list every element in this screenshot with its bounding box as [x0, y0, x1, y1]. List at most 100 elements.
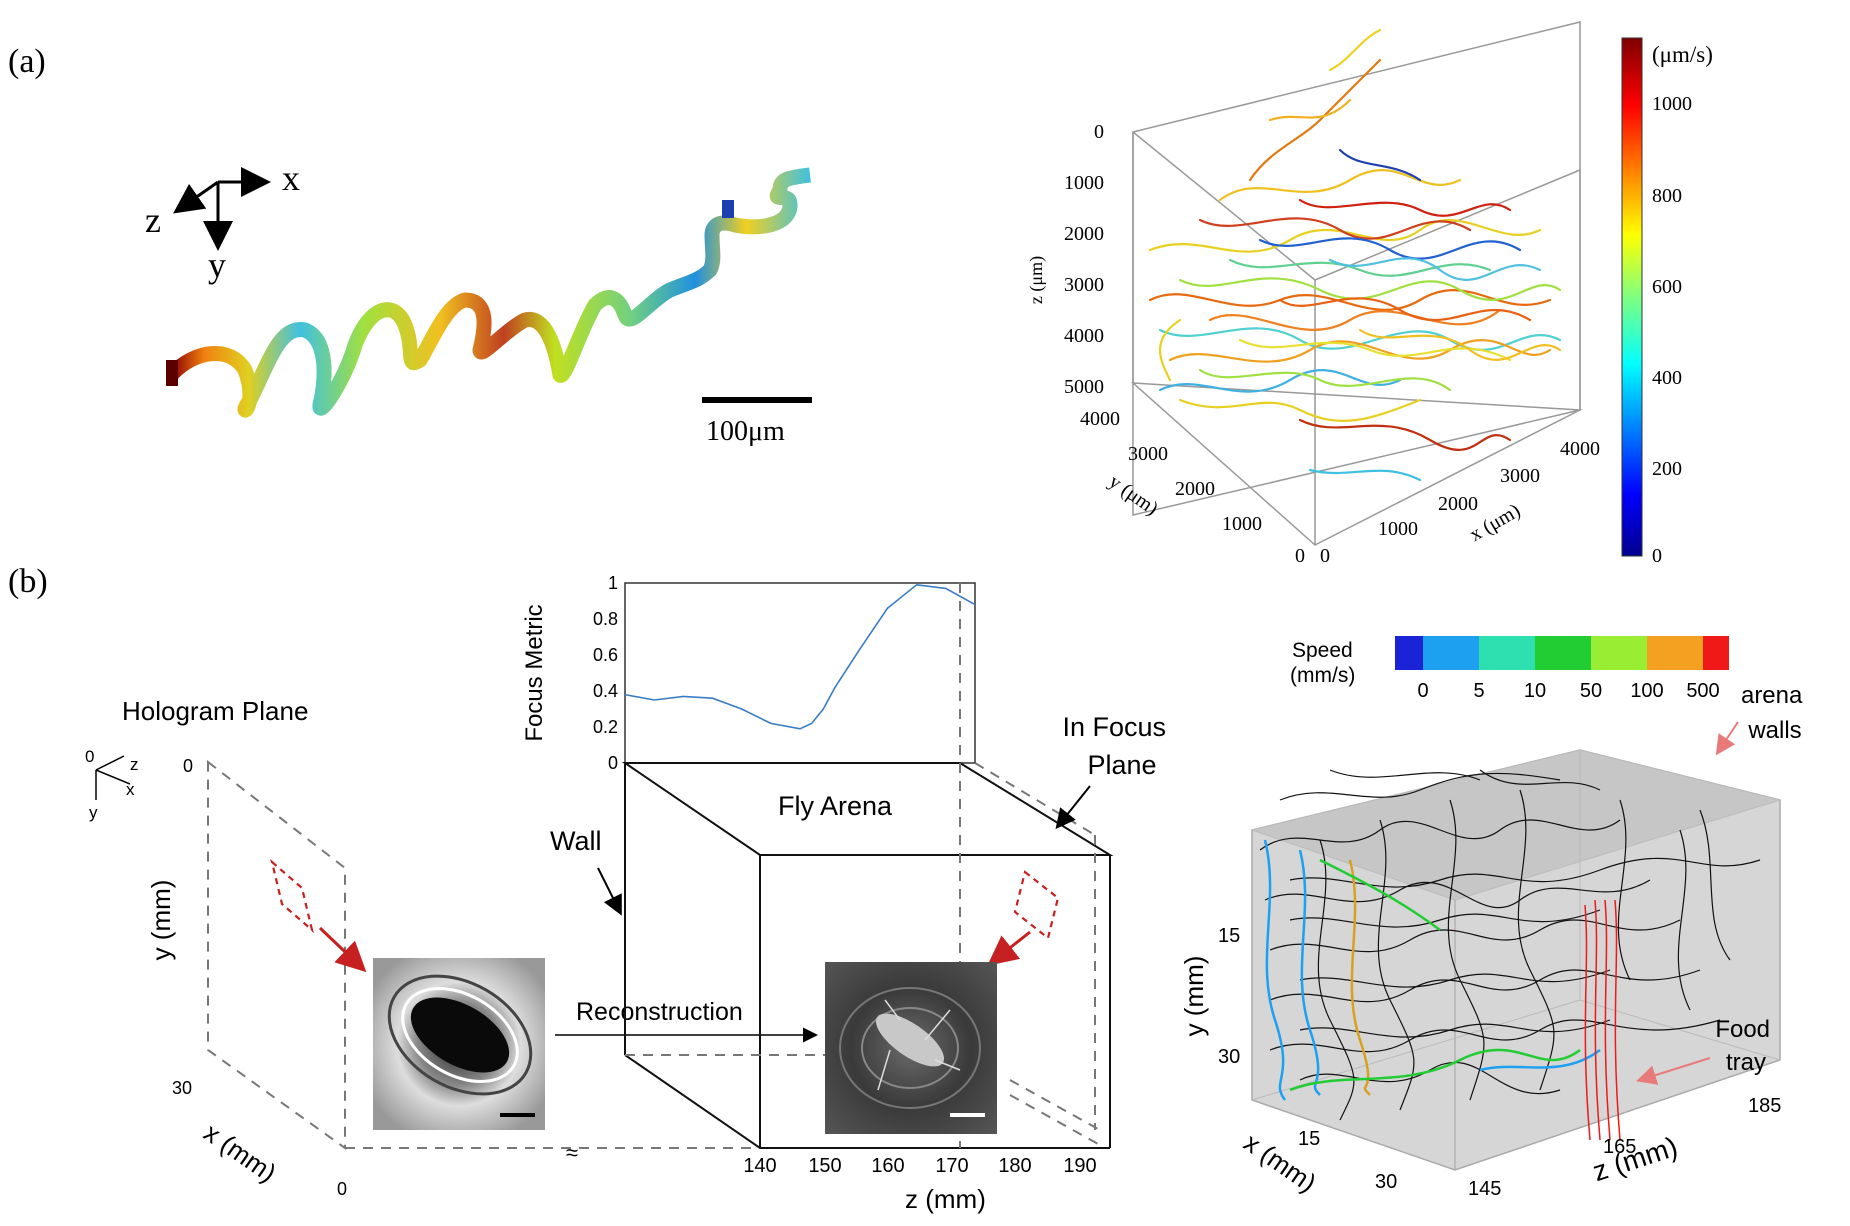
colorbar-tick: 400	[1652, 367, 1682, 389]
reconstruction-label: Reconstruction	[576, 998, 743, 1026]
food-tray-line1: Food	[1715, 1016, 1770, 1043]
hologram-y-tick-0: 0	[183, 756, 193, 776]
hologram-image	[368, 952, 552, 1130]
colorbar-tick: 200	[1652, 458, 1682, 480]
speed-swatch	[1703, 636, 1729, 670]
arena-z-axis-label: z (mm)	[905, 1184, 986, 1214]
axis-z-label: z	[145, 200, 161, 240]
in-focus-plane-label: In Focus Plane	[1062, 712, 1173, 780]
z-tick: 3000	[1064, 274, 1104, 296]
axis-break-symbol: ≈	[566, 1140, 578, 1165]
in-focus-plane-arrow	[1058, 786, 1090, 826]
speed-tick: 10	[1524, 680, 1546, 702]
mini-axes-y: y	[89, 803, 98, 822]
x-tick: 3000	[1500, 465, 1540, 487]
z-tick: 180	[998, 1155, 1031, 1177]
arena-walls-label: arena walls	[1741, 682, 1809, 744]
z-tick: 150	[808, 1155, 841, 1177]
panel-b-label: (b)	[8, 563, 48, 600]
y-tick: 0	[1295, 545, 1305, 567]
axis-y-label: y	[208, 245, 226, 285]
speed-swatch	[1591, 636, 1647, 670]
arena-z-ticks: 140 150 160 170 180 190	[743, 1155, 1096, 1177]
plot3d-a-z-label: z (μm)	[1026, 256, 1047, 304]
x-tick: 2000	[1438, 493, 1478, 515]
focus-y-tick: 0.2	[593, 717, 618, 737]
speed-swatch	[1535, 636, 1591, 670]
wall-arrow	[598, 868, 620, 912]
fly-arena-label: Fly Arena	[778, 791, 893, 821]
speed-swatch	[1479, 636, 1535, 670]
in-focus-line2: Plane	[1087, 750, 1156, 780]
trajectory-end-marker	[722, 200, 734, 218]
y-tick: 1000	[1222, 513, 1262, 535]
panel-a-label: (a)	[8, 43, 46, 80]
speed-swatch	[1647, 636, 1703, 670]
colorbar-tick: 0	[1652, 545, 1662, 567]
z-tick: 160	[871, 1155, 904, 1177]
hologram-arrow	[320, 928, 362, 968]
z-tick: 5000	[1064, 376, 1104, 398]
speed-legend-unit: (mm/s)	[1290, 664, 1355, 687]
mini-axes-icon	[96, 756, 130, 800]
focus-y-tick: 1	[608, 573, 618, 593]
mini-axes-z: z	[130, 755, 139, 774]
focus-y-tick: 0	[608, 753, 618, 773]
speed-tick: 0	[1417, 680, 1428, 702]
speed-tick: 5	[1473, 680, 1484, 702]
speed-legend-title: Speed	[1292, 639, 1353, 662]
plot3d-b-x-tick: 15	[1298, 1128, 1320, 1150]
scale-bar-label: 100μm	[706, 416, 785, 447]
z-tick: 140	[743, 1155, 776, 1177]
mini-axes-zero: 0	[85, 747, 94, 766]
food-tray-line2: tray	[1726, 1049, 1766, 1076]
speed-swatch	[1395, 636, 1423, 670]
focus-chart: 0 0.2 0.4 0.6 0.8 1 Focus Metric	[521, 573, 975, 773]
focus-chart-y-ticks: 0 0.2 0.4 0.6 0.8 1	[593, 573, 618, 773]
helical-trajectory	[172, 175, 810, 410]
focus-chart-ylabel: Focus Metric	[521, 604, 548, 741]
focus-y-tick: 0.4	[593, 681, 618, 701]
hologram-y-tick-30: 30	[172, 1078, 192, 1098]
colorbar-tick: 800	[1652, 185, 1682, 207]
plot3d-a-x-ticks: 0 1000 2000 3000 4000	[1320, 438, 1600, 567]
focus-roi-arrow	[992, 932, 1030, 962]
focus-y-tick: 0.6	[593, 645, 618, 665]
speed-tick: 100	[1630, 680, 1663, 702]
hologram-y-axis-label: y (mm)	[146, 880, 176, 961]
plot3d-b-y-tick: 30	[1218, 1046, 1240, 1068]
plot3d-b-y-tick: 15	[1218, 925, 1240, 947]
plot3d-b-x-tick: 30	[1375, 1171, 1397, 1193]
hologram-x-tick-0: 0	[337, 1179, 347, 1199]
plot3d-b-z-tick: 185	[1748, 1095, 1781, 1117]
z-tick: 170	[935, 1155, 968, 1177]
y-tick: 3000	[1128, 443, 1168, 465]
colorbar-tick: 1000	[1652, 93, 1692, 115]
colorbar-ticks: 1000 800 600 400 200 0	[1652, 93, 1692, 567]
y-tick: 4000	[1080, 408, 1120, 430]
focus-metric-line	[625, 585, 975, 729]
x-tick: 4000	[1560, 438, 1600, 460]
plot3d-b-z-tick: 145	[1468, 1178, 1501, 1200]
x-tick: 0	[1320, 545, 1330, 567]
z-tick: 2000	[1064, 223, 1104, 245]
hologram-roi	[272, 862, 312, 930]
x-tick: 1000	[1378, 518, 1418, 540]
arena-walls-line1: arena	[1741, 682, 1803, 709]
hologram-plane-title: Hologram Plane	[122, 696, 308, 726]
y-tick: 2000	[1175, 478, 1215, 500]
speed-swatch	[1423, 636, 1479, 670]
focus-roi	[1015, 872, 1058, 938]
focus-chart-frame	[625, 583, 975, 763]
arena-walls-line2: walls	[1747, 717, 1801, 744]
mini-axes-x: x	[126, 780, 135, 799]
z-tick: 1000	[1064, 172, 1104, 194]
colorbar-unit: (μm/s)	[1652, 42, 1713, 67]
reconstructed-fly-image	[825, 962, 997, 1134]
speed-tick: 50	[1580, 680, 1602, 702]
focus-y-tick: 0.8	[593, 609, 618, 629]
trajectory-cloud-a	[1150, 30, 1560, 480]
speed-legend: Speed (mm/s) 0 5 10 50 100 500	[1290, 636, 1729, 702]
colorbar-tick: 600	[1652, 276, 1682, 298]
axis-x-label: x	[282, 158, 300, 198]
